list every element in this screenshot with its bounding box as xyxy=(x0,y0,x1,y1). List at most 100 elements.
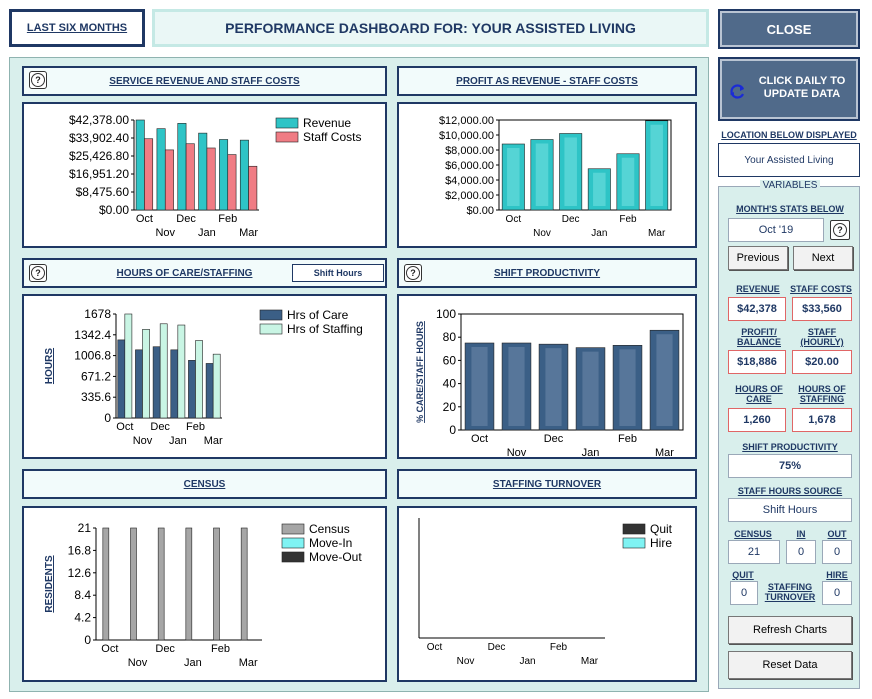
census-xtick-label: Dec xyxy=(155,643,175,655)
hours-bar-hrs-of-staffing xyxy=(124,313,133,419)
staff-hourly-value-text: $20.00 xyxy=(805,356,839,368)
page-title: PERFORMANCE DASHBOARD FOR: YOUR ASSISTED… xyxy=(152,9,709,47)
out-value: 0 xyxy=(822,540,852,564)
revenue-bar-revenue xyxy=(219,139,229,211)
productivity-xtick-label: Dec xyxy=(544,433,564,445)
month-help-button[interactable]: ? xyxy=(830,220,850,240)
census-xtick-label: Jan xyxy=(184,657,202,669)
productivity-xtick-label: Jan xyxy=(582,447,600,457)
hire-value: 0 xyxy=(822,581,852,605)
next-button[interactable]: Next xyxy=(793,246,853,270)
revenue-xtick-label: Mar xyxy=(239,227,258,239)
hours-care-value: 1,260 xyxy=(728,408,786,432)
reset-data-button[interactable]: Reset Data xyxy=(728,651,852,679)
hours-bar-hrs-of-care xyxy=(170,349,179,419)
update-data-button[interactable]: CLICK DAILY TO UPDATE DATA xyxy=(718,57,860,121)
revenue-bar-staff-costs xyxy=(206,147,216,211)
census-bar-census xyxy=(102,527,110,641)
last-six-months-button[interactable]: LAST SIX MONTHS xyxy=(9,9,145,47)
hours-bar-hrs-of-care xyxy=(117,339,126,419)
turnover-xtick-label: Oct xyxy=(427,642,443,653)
refresh-icon xyxy=(730,84,744,99)
hours-bar-hrs-of-staffing xyxy=(142,329,150,419)
month-value-text: Oct '19 xyxy=(758,224,794,236)
turnover-xtick-label: Nov xyxy=(457,656,475,667)
refresh-charts-button[interactable]: Refresh Charts xyxy=(728,616,852,644)
census-title-text: CENSUS xyxy=(183,478,226,490)
profit-title: PROFIT AS REVENUE - STAFF COSTS xyxy=(397,66,697,96)
hours-bar-hrs-of-care xyxy=(205,363,214,419)
census-xtick-label: Feb xyxy=(211,643,230,655)
variables-legend: VARIABLES xyxy=(760,180,820,191)
turnover-legend-swatch xyxy=(622,523,646,535)
turnover-xtick-label: Feb xyxy=(550,642,568,653)
last-six-months-label: LAST SIX MONTHS xyxy=(26,22,128,34)
profit-ytick-label: $4,000.00 xyxy=(445,175,494,187)
staff-source-select[interactable]: Shift Hours xyxy=(728,498,852,522)
productivity-bar-highlight xyxy=(656,334,673,426)
hire-label: HIRE xyxy=(826,570,848,580)
productivity-bar-highlight xyxy=(619,349,636,426)
census-xtick-label: Nov xyxy=(128,657,148,669)
close-button[interactable]: CLOSE xyxy=(718,9,860,49)
staff-source-label: STAFF HOURS SOURCE xyxy=(737,486,843,496)
update-data-label: CLICK DAILY TO UPDATE DATA xyxy=(758,75,846,100)
hours-xtick-label: Jan xyxy=(169,435,187,447)
revenue-chart-box: $0.00 $8,475.60 $16,951.20 $25,426.80 $33,90… xyxy=(22,102,387,248)
hours-staffing-value-text: 1,678 xyxy=(808,414,836,426)
census-bar-census xyxy=(185,527,193,641)
productivity-ylabel: % CARE/STAFF HOURS xyxy=(415,321,425,423)
hours-bar-hrs-of-staffing xyxy=(159,323,168,419)
hours-legend-label: Hrs of Care xyxy=(287,308,349,322)
productivity-xtick-label: Feb xyxy=(618,433,637,445)
profit-bar-highlight xyxy=(621,157,635,206)
revenue-chart: $0.00 $8,475.60 $16,951.20 $25,426.80 $33,90… xyxy=(69,113,362,239)
hours-bar-hrs-of-staffing xyxy=(212,353,221,419)
census-ytick-label: 21 xyxy=(78,521,92,535)
help-icon: ? xyxy=(833,223,847,237)
productivity-ytick-label: 100 xyxy=(436,307,456,321)
census-bar-census xyxy=(213,527,220,641)
out-label: OUT xyxy=(827,529,847,539)
census-ytick-label: 0 xyxy=(84,633,91,647)
census-value-text: 21 xyxy=(747,546,761,558)
hours-staffing-value: 1,678 xyxy=(792,408,852,432)
profit-xtick-label: Oct xyxy=(506,214,522,225)
census-ylabel: RESIDENTS xyxy=(44,555,55,613)
profit-chart-box: $0.00 $2,000.00 $4,000.00 $6,000.00 $8,000.0… xyxy=(397,102,697,248)
shift-hours-toggle[interactable]: Shift Hours xyxy=(292,264,384,282)
reset-data-label: Reset Data xyxy=(762,659,818,671)
previous-label: Previous xyxy=(736,252,780,264)
hours-xtick-label: Nov xyxy=(133,435,153,447)
revenue-help-button[interactable]: ? xyxy=(29,71,47,89)
hours-help-button[interactable]: ? xyxy=(29,264,47,282)
census-ytick-label: 4.2 xyxy=(74,611,91,625)
profit-ytick-label: $6,000.00 xyxy=(445,160,494,172)
hours-legend-swatch xyxy=(259,309,283,321)
productivity-bar-highlight xyxy=(471,347,488,426)
census-label: CENSUS xyxy=(734,529,772,539)
revenue-costs-title: ? SERVICE REVENUE AND STAFF COSTS xyxy=(22,66,387,96)
revenue-bar-staff-costs xyxy=(248,165,258,211)
hours-ylabel: HOURS xyxy=(44,348,55,384)
hours-bar-hrs-of-staffing xyxy=(177,324,186,419)
hours-ytick-label: 1678 xyxy=(84,307,111,321)
help-icon: ? xyxy=(406,266,420,280)
quit-value: 0 xyxy=(730,581,758,605)
productivity-ytick-label: 60 xyxy=(443,353,457,367)
previous-button[interactable]: Previous xyxy=(728,246,788,270)
profit-xtick-label: Nov xyxy=(533,228,551,239)
location-value: Your Assisted Living xyxy=(718,143,860,177)
profit-xtick-label: Jan xyxy=(591,228,607,239)
shift-productivity-value-text: 75% xyxy=(778,460,802,472)
census-ytick-label: 16.8 xyxy=(68,543,92,557)
revenue-costs-title-text: SERVICE REVENUE AND STAFF COSTS xyxy=(109,75,300,87)
staff-costs-label: STAFF COSTS xyxy=(790,284,852,294)
revenue-bar-revenue xyxy=(156,128,166,211)
productivity-help-button[interactable]: ? xyxy=(404,264,422,282)
revenue-ytick-label: $0.00 xyxy=(99,203,129,217)
hours-xtick-label: Dec xyxy=(150,421,170,433)
revenue-ytick-label: $25,426.80 xyxy=(69,149,129,163)
